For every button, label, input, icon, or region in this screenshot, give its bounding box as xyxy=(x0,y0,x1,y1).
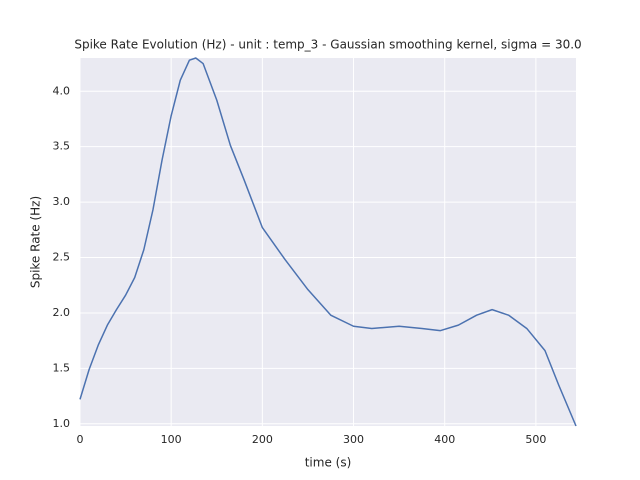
y-tick-label: 2.5 xyxy=(53,251,71,264)
y-axis-label: Spike Rate (Hz) xyxy=(29,196,43,288)
x-tick-label: 200 xyxy=(252,433,273,446)
chart-title: Spike Rate Evolution (Hz) - unit : temp_… xyxy=(74,38,581,52)
y-tick-label: 3.5 xyxy=(53,140,71,153)
data-line xyxy=(79,57,577,427)
x-tick-label: 300 xyxy=(343,433,364,446)
grid xyxy=(79,58,576,426)
plot-area xyxy=(80,58,576,426)
y-tick-label: 1.5 xyxy=(53,361,71,374)
y-tick-label: 3.0 xyxy=(53,195,71,208)
x-axis-label: time (s) xyxy=(305,456,352,470)
x-tick-label: 400 xyxy=(434,433,455,446)
y-tick-label: 2.0 xyxy=(53,306,71,319)
x-tick-label: 0 xyxy=(77,433,84,446)
x-tick-label: 500 xyxy=(525,433,546,446)
y-tick-label: 1.0 xyxy=(53,417,71,430)
y-tick-label: 4.0 xyxy=(53,84,71,97)
x-tick-label: 100 xyxy=(161,433,182,446)
